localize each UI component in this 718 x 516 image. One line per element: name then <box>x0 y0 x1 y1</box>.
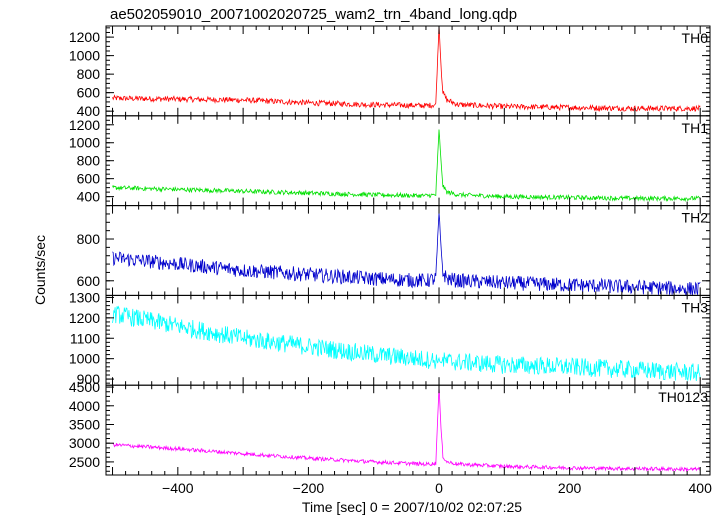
y-tick-label: 1200 <box>69 117 100 133</box>
panel-th1: 400 600 800 1000 1200 TH1 <box>69 115 711 207</box>
x-tick-label: 200 <box>558 480 582 496</box>
panel-th2: 600 800 TH2 <box>77 205 711 296</box>
y-tick-label: 800 <box>77 66 101 82</box>
x-tick-label: −200 <box>293 480 325 496</box>
y-tick-label: 800 <box>77 153 101 169</box>
y-tick-label: 1100 <box>70 330 100 346</box>
y-tick-label: 600 <box>77 171 101 187</box>
y-tick-label: 3500 <box>69 416 100 432</box>
panels-group: 400 600 800 1000 1200 TH0 400 600 800 1000 1200 TH1… <box>69 25 712 496</box>
y-tick-label: 1000 <box>69 135 100 151</box>
y-tick-label: 400 <box>77 189 101 205</box>
y-tick-label: 1000 <box>69 48 100 64</box>
x-axis-label: Time [sec] 0 = 2007/10/02 02:07:25 <box>302 499 522 515</box>
y-tick-label: 4500 <box>69 379 100 395</box>
series-line-th2 <box>112 212 701 296</box>
panel-frame <box>105 115 711 207</box>
panel-label: TH1 <box>682 120 709 136</box>
panel-frame <box>105 294 711 386</box>
y-tick-label: 4000 <box>69 398 100 414</box>
y-tick-label: 900 <box>77 371 101 387</box>
y-tick-label: 1200 <box>69 29 100 45</box>
panel-label: TH0 <box>682 30 709 46</box>
panel-frame <box>105 384 711 476</box>
x-tick-label: 400 <box>689 480 713 496</box>
y-tick-label: 600 <box>77 85 101 101</box>
series-line-th1 <box>112 129 701 203</box>
y-tick-label: 800 <box>77 231 101 247</box>
y-tick-label: 2500 <box>69 454 100 470</box>
y-axis-label: Counts/sec <box>32 235 48 305</box>
x-tick-label: −400 <box>162 480 194 496</box>
y-tick-label: 1300 <box>69 289 100 305</box>
y-tick-label: 400 <box>77 103 101 119</box>
x-tick-label: 0 <box>435 480 443 496</box>
panel-th0123: 2500 3000 3500 4000 4500 TH0123 <box>69 379 711 476</box>
panel-label: TH2 <box>682 210 709 226</box>
panel-frame <box>105 25 711 117</box>
y-tick-label: 1000 <box>69 351 100 367</box>
panel-label: TH3 <box>682 299 709 315</box>
y-tick-label: 600 <box>77 273 101 289</box>
series-line-th3 <box>112 305 701 382</box>
chart-title: ae502059010_20071002020725_wam2_trn_4ban… <box>110 6 517 23</box>
panel-th3: 900 1000 1100 1200 1300 TH3 <box>69 289 711 387</box>
series-line-th0 <box>112 26 701 113</box>
panel-label: TH0123 <box>658 389 708 405</box>
panel-th0: 400 600 800 1000 1200 TH0 <box>69 25 711 119</box>
y-tick-label: 1200 <box>69 310 100 326</box>
y-tick-label: 3000 <box>69 435 100 451</box>
series-line-th0123 <box>112 386 701 473</box>
